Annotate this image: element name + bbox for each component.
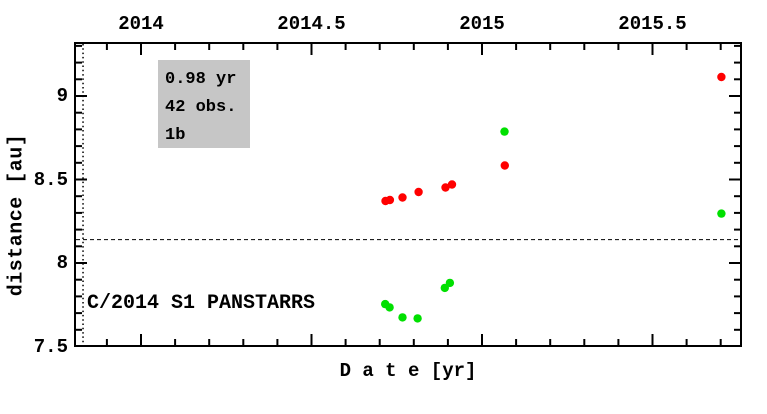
y-tick-label: 9	[56, 85, 68, 107]
y-axis-label: distance [au]	[5, 133, 29, 297]
info-box: 0.98 yr 42 obs. 1b	[158, 60, 250, 148]
red-data-point	[385, 195, 395, 205]
x-tick-label: 2014.5	[277, 13, 346, 35]
y-tick-label: 7.5	[33, 335, 68, 358]
info-box-line-observations: 42 obs.	[165, 98, 237, 117]
green-data-point	[413, 314, 422, 323]
red-data-point	[500, 161, 509, 170]
green-data-point	[445, 278, 455, 288]
green-data-point	[398, 313, 407, 322]
red-data-point	[414, 187, 423, 197]
x-tick-label: 2014	[118, 13, 164, 35]
green-data-point	[385, 303, 394, 312]
plot-frame	[74, 42, 742, 347]
x-tick-label: 2015.5	[618, 13, 687, 35]
red-data-point	[717, 72, 726, 82]
x-tick-label: 2015	[459, 13, 505, 35]
green-data-point	[717, 209, 726, 218]
info-box-line-arc-length: 0.98 yr	[165, 70, 237, 89]
y-tick-label: 8.5	[33, 168, 68, 191]
red-data-point	[441, 183, 450, 192]
y-tick-label: 8	[56, 252, 68, 274]
red-data-point	[398, 193, 407, 202]
red-data-point	[447, 180, 457, 189]
x-axis-label: D a t e [yr]	[339, 360, 477, 382]
comet-designation-label: C/2014 S1 PANSTARRS	[87, 292, 316, 315]
info-box-line-quality-code: 1b	[165, 126, 186, 145]
green-data-point	[500, 127, 509, 136]
